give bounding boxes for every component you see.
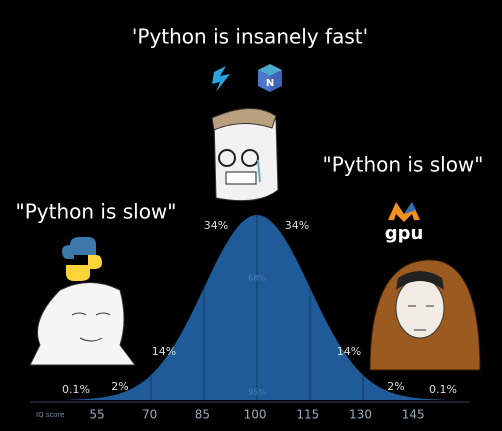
axis-label: IQ score bbox=[36, 411, 65, 419]
axis-ticks: 55 70 85 100 115 130 145 bbox=[89, 408, 424, 422]
right-caption: "Python is slow" bbox=[323, 153, 484, 177]
numba-logo bbox=[212, 66, 230, 92]
svg-text:N: N bbox=[266, 78, 274, 89]
gpu-text: gpu bbox=[385, 223, 424, 244]
left-caption: "Python is slow" bbox=[16, 200, 177, 224]
percentage: 0.1% bbox=[62, 383, 90, 396]
tick-label: 70 bbox=[142, 408, 157, 422]
tick-label: 55 bbox=[89, 408, 104, 422]
percentage: 34% bbox=[204, 219, 228, 232]
percentage: 14% bbox=[337, 345, 361, 358]
top-caption: 'Python is insanely fast' bbox=[132, 25, 368, 49]
tick-label: 145 bbox=[402, 408, 425, 422]
center-label: 68% bbox=[248, 274, 266, 283]
tick-label: 100 bbox=[244, 408, 267, 422]
percentage: 14% bbox=[152, 345, 176, 358]
tick-label: 85 bbox=[195, 408, 210, 422]
numpy-logo: N bbox=[258, 64, 282, 92]
tick-label: 115 bbox=[296, 408, 319, 422]
right-character bbox=[369, 259, 481, 371]
percentage: 2% bbox=[111, 380, 128, 393]
percentage: 34% bbox=[285, 219, 309, 232]
tick-label: 130 bbox=[349, 408, 372, 422]
python-logo bbox=[62, 237, 102, 281]
top-character bbox=[211, 107, 279, 202]
gpu-logo: gpu bbox=[385, 202, 424, 244]
left-character bbox=[29, 282, 136, 366]
center-label: 95% bbox=[248, 388, 266, 397]
percentage: 0.1% bbox=[429, 383, 457, 396]
bell-curve bbox=[70, 215, 445, 400]
percentage: 2% bbox=[387, 380, 404, 393]
